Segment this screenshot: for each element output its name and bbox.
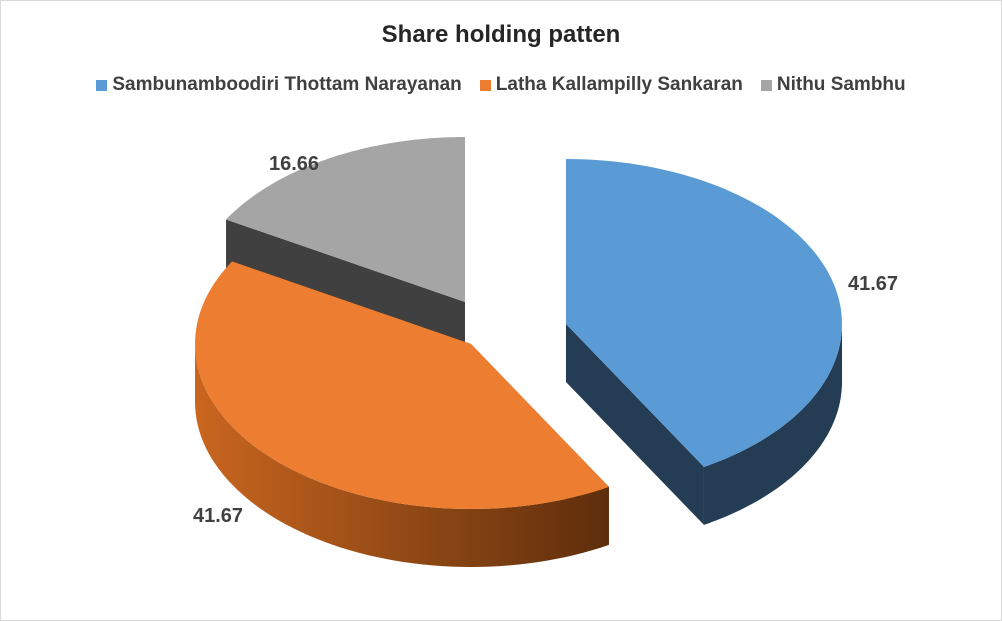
pie-slice-cut-face-narayanan-1: [566, 324, 704, 525]
legend-label-sambhu: Nithu Sambhu: [776, 74, 906, 95]
legend-swatch-sankaran: [479, 79, 491, 91]
pie-slice-sankaran: [195, 261, 609, 567]
chart-title: Share holding patten: [381, 21, 621, 48]
data-label-sambhu: 16.66: [269, 153, 319, 175]
legend: Sambunamboodiri Thottam Narayanan Latha …: [1, 74, 1001, 96]
data-label-sankaran: 41.67: [193, 505, 243, 527]
pie-slice-side-sankaran: [195, 344, 609, 567]
pie-slice-top-narayanan: [566, 159, 842, 467]
data-label-narayanan: 41.67: [848, 273, 898, 295]
pie-slice-narayanan: [566, 159, 842, 525]
legend-item-sambhu: Nithu Sambhu: [760, 74, 906, 96]
legend-label-narayanan: Sambunamboodiri Thottam Narayanan: [112, 74, 462, 95]
legend-label-sankaran: Latha Kallampilly Sankaran: [495, 74, 743, 95]
legend-item-sankaran: Latha Kallampilly Sankaran: [479, 74, 743, 96]
legend-swatch-narayanan: [96, 79, 108, 91]
pie-slice-side-narayanan: [703, 324, 842, 525]
pie-slice-top-sankaran: [195, 261, 609, 509]
pie-slice-top-sambhu: [226, 137, 465, 302]
legend-item-narayanan: Sambunamboodiri Thottam Narayanan: [96, 74, 462, 96]
legend-swatch-sambhu: [760, 79, 772, 91]
